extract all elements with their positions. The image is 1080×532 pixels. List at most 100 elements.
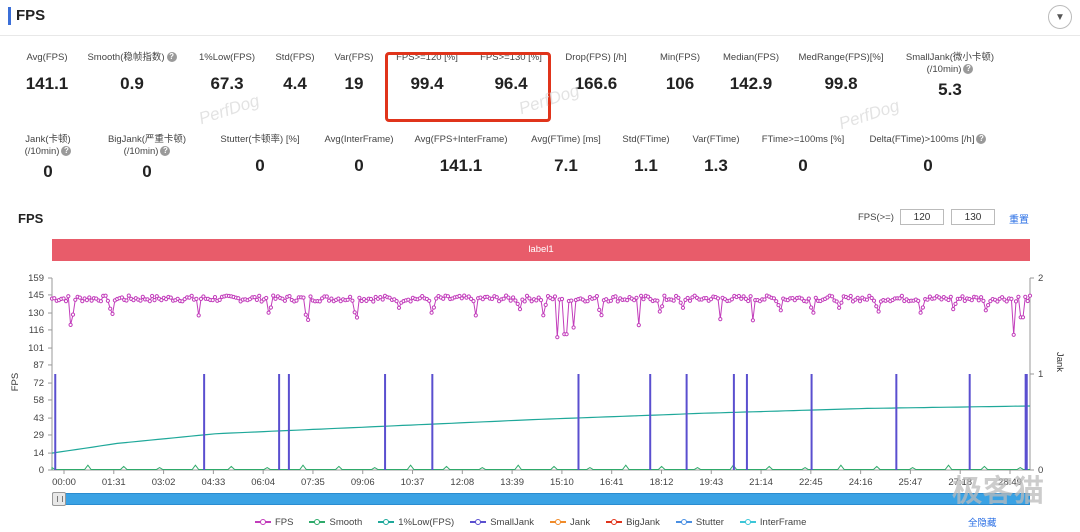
fps-point bbox=[522, 299, 527, 304]
reset-button[interactable]: 重置 bbox=[1009, 215, 1029, 226]
y-left-tick-label: 0 bbox=[39, 465, 44, 476]
metric-label: 1%Low(FPS) bbox=[199, 52, 255, 63]
fps-point bbox=[380, 297, 385, 302]
legend-item-1-low-fps-[interactable]: 1%Low(FPS) bbox=[378, 515, 454, 529]
help-icon[interactable]: ? bbox=[160, 146, 171, 157]
metric-label-unit: (/10min)? bbox=[880, 64, 1020, 76]
fps-point bbox=[524, 293, 530, 298]
metric-row1-9: Median(FPS) 142.9 bbox=[681, 52, 821, 94]
metric-label-unit: (/10min)? bbox=[0, 146, 118, 158]
fps-point bbox=[750, 318, 756, 323]
fps-point bbox=[140, 294, 145, 299]
fps-point bbox=[685, 295, 690, 301]
fps-point bbox=[1000, 295, 1005, 300]
smooth-line bbox=[51, 464, 1030, 470]
fps-point bbox=[473, 313, 478, 318]
fps-threshold-input-1[interactable] bbox=[900, 209, 944, 225]
fps-point bbox=[634, 295, 639, 300]
fps-point bbox=[61, 296, 66, 301]
legend-swatch bbox=[255, 517, 271, 527]
fps-point bbox=[73, 297, 78, 302]
fps-point bbox=[420, 294, 425, 299]
fps-point bbox=[925, 297, 930, 302]
fps-point bbox=[236, 296, 241, 301]
help-icon[interactable]: ? bbox=[61, 146, 72, 157]
fps-point bbox=[348, 294, 353, 299]
metric-label: Min(FPS) bbox=[659, 52, 701, 63]
fps-point bbox=[639, 293, 644, 298]
fps-point bbox=[559, 296, 565, 302]
metric-row2-6: Std(FTime) 1.1 bbox=[576, 134, 716, 176]
legend-item-stutter[interactable]: Stutter bbox=[675, 515, 724, 529]
fps-point bbox=[555, 335, 560, 340]
chevron-down-icon[interactable]: ▼ bbox=[1048, 5, 1072, 29]
fps-point bbox=[951, 307, 956, 312]
help-icon[interactable]: ? bbox=[976, 134, 987, 145]
fps-threshold-input-2[interactable] bbox=[951, 209, 995, 225]
metric-row2-0: Jank(卡顿) (/10min)? 0 bbox=[0, 134, 118, 182]
legend-item-fps[interactable]: FPS bbox=[255, 515, 293, 529]
legend-item-jank[interactable]: Jank bbox=[550, 515, 590, 529]
fps-point bbox=[198, 296, 204, 302]
metric-label: Var(FTime) bbox=[692, 134, 740, 145]
metric-label: Stutter(卡顿率) [%] bbox=[220, 134, 300, 145]
fps-point bbox=[799, 296, 804, 301]
fps-point bbox=[585, 299, 590, 304]
metric-value: 141.1 bbox=[25, 74, 69, 93]
fps-point bbox=[837, 305, 842, 310]
fps-point bbox=[552, 294, 558, 299]
fps-point bbox=[98, 299, 104, 304]
fps-point bbox=[294, 298, 299, 303]
fps-point bbox=[159, 298, 164, 303]
panel-header: FPS ▼ bbox=[0, 0, 1080, 36]
x-tick-label: 24:16 bbox=[849, 477, 873, 488]
fps-point bbox=[119, 295, 125, 300]
metric-value: 67.3 bbox=[210, 74, 244, 93]
x-tick-label: 13:39 bbox=[500, 477, 524, 488]
metric-row2-5: Avg(FTime) [ms] 7.1 bbox=[496, 134, 636, 176]
legend-item-interframe[interactable]: InterFrame bbox=[739, 515, 806, 529]
x-tick-label: 04:33 bbox=[201, 477, 225, 488]
metric-value: 7.1 bbox=[554, 156, 578, 175]
fps-point bbox=[974, 295, 979, 300]
slider-handle[interactable] bbox=[52, 492, 66, 506]
legend-swatch bbox=[550, 517, 567, 527]
help-icon[interactable]: ? bbox=[963, 64, 974, 75]
fps-point bbox=[762, 297, 767, 302]
metric-row1-3: Std(FPS) 4.4 bbox=[225, 52, 365, 94]
fps-point bbox=[345, 297, 350, 302]
hide-all-button[interactable]: 全隐藏 bbox=[968, 518, 997, 529]
legend-item-smalljank[interactable]: SmallJank bbox=[470, 515, 534, 529]
fps-point bbox=[867, 293, 872, 298]
metric-label: Avg(FTime) [ms] bbox=[531, 134, 601, 145]
metric-label: Smooth(稳帧指数)? bbox=[62, 52, 202, 64]
fps-point bbox=[571, 325, 576, 330]
fps-point bbox=[336, 296, 341, 301]
fps-point bbox=[469, 296, 474, 302]
fps-point bbox=[969, 298, 974, 303]
logo: 极客猫 bbox=[952, 475, 1045, 508]
fps-point bbox=[741, 294, 746, 299]
fps-point bbox=[550, 297, 555, 302]
fps-point bbox=[946, 297, 951, 303]
fps-point bbox=[536, 295, 541, 300]
legend-item-bigjank[interactable]: BigJank bbox=[606, 515, 660, 529]
fps-point bbox=[920, 305, 926, 310]
fps-point bbox=[708, 297, 714, 302]
label-bar[interactable]: label1 bbox=[52, 239, 1030, 261]
y-left-tick-label: 29 bbox=[33, 430, 44, 441]
metric-value: 0 bbox=[142, 162, 152, 181]
fps-point bbox=[811, 310, 816, 315]
metric-row1-7: Drop(FPS) [/h] 166.6 bbox=[526, 52, 666, 94]
metric-value: 0.9 bbox=[120, 74, 144, 93]
fps-point bbox=[594, 294, 600, 299]
fps-point bbox=[80, 299, 85, 304]
legend-item-smooth[interactable]: Smooth bbox=[309, 515, 362, 529]
time-range-slider[interactable] bbox=[52, 493, 1030, 505]
help-icon[interactable]: ? bbox=[166, 52, 177, 63]
metric-value: 99.8 bbox=[824, 74, 858, 93]
legend-swatch bbox=[309, 517, 326, 527]
fps-point bbox=[175, 296, 180, 301]
fps-point bbox=[252, 295, 257, 300]
metric-row1-5: FPS>=120 [%] 99.4 bbox=[357, 52, 497, 94]
